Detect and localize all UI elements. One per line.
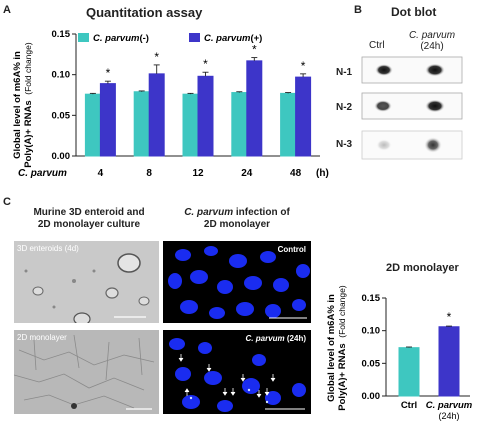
c-y-tick-label: 0.15 bbox=[362, 293, 381, 304]
bar-neg-8 bbox=[133, 91, 150, 157]
y-tick-label: 0.00 bbox=[52, 151, 71, 162]
c-bar-cparvum bbox=[438, 326, 460, 397]
panel-c-col1-title: Murine 3D enteroid and 2D monolayer cult… bbox=[33, 207, 145, 230]
legend-label-neg: C. parvum(-) bbox=[93, 33, 149, 44]
bar-neg-4 bbox=[84, 93, 101, 157]
img-control-label: Control bbox=[277, 245, 306, 254]
panel-c-col2-title: C. parvum infection of 2D monolayer bbox=[184, 207, 290, 230]
panel-b-title: Dot blot bbox=[391, 5, 437, 19]
dot-col-cparvum: C. parvum (24h) bbox=[408, 30, 456, 52]
c-x-cparvum-time: (24h) bbox=[438, 411, 459, 421]
dot-n2-cparvum bbox=[425, 99, 445, 113]
dot-n3-ctrl bbox=[376, 139, 392, 151]
x-tick-label-24: 24 bbox=[241, 168, 253, 179]
legend-swatch-pos bbox=[189, 33, 200, 42]
x-tick-label-12: 12 bbox=[192, 168, 204, 179]
ylabel-unit: (Fold change) bbox=[23, 42, 33, 95]
dot-n1-cparvum bbox=[425, 63, 445, 77]
x-tick-label-48: 48 bbox=[290, 168, 302, 179]
bar-pos-48 bbox=[295, 76, 312, 157]
c-x-cparvum: C. parvum bbox=[426, 400, 473, 411]
bar-pos-4 bbox=[99, 83, 116, 157]
x-tick-label-8: 8 bbox=[146, 168, 152, 179]
img-cparvum-label: C. parvum (24h) bbox=[245, 334, 306, 343]
c-ylabel-unit: (Fold change) bbox=[337, 285, 347, 338]
xrow-label: C. parvum bbox=[18, 168, 67, 179]
panel-letter-a: A bbox=[3, 4, 11, 16]
panel-a-axes: 0.000.050.100.154 8 12 24 48 bbox=[52, 29, 320, 179]
panel-a-chart: Global level of m6A% in Poly(A)+ RNAs (F… bbox=[12, 29, 329, 179]
panel-c-chart: Global level of m6A% in Poly(A)+ RNAs (F… bbox=[326, 285, 473, 421]
bar-neg-12 bbox=[182, 93, 199, 157]
svg-text:Poly(A)+ RNAs (Fold chan: Poly(A)+ RNAs (Fold change) bbox=[23, 42, 34, 168]
bar-neg-24 bbox=[231, 92, 248, 157]
dot-row-label-1: N-1 bbox=[336, 67, 353, 78]
dot-col-ctrl: Ctrl bbox=[369, 40, 385, 51]
significance-star: * bbox=[106, 66, 111, 80]
img-2d-label: 2D monolayer bbox=[17, 333, 67, 342]
membrane-n1 bbox=[361, 56, 463, 84]
y-tick-label: 0.10 bbox=[52, 70, 71, 81]
significance-star: * bbox=[154, 50, 159, 64]
img-3d-label: 3D enteroids (4d) bbox=[17, 244, 79, 253]
c-significance-star: * bbox=[447, 310, 452, 324]
significance-star: * bbox=[252, 43, 257, 57]
fluorescence-cparvum: C. parvum (24h) bbox=[163, 330, 311, 414]
ylabel-line1: Global level of m6A% in bbox=[12, 51, 23, 159]
micrograph-3d-enteroids: 3D enteroids (4d) bbox=[14, 241, 159, 323]
c-y-tick-label: 0.00 bbox=[362, 391, 381, 402]
micrograph-2d-monolayer: 2D monolayer bbox=[14, 330, 159, 414]
bar-pos-8 bbox=[148, 73, 165, 157]
significance-star: * bbox=[203, 57, 208, 71]
bar-pos-24 bbox=[246, 60, 263, 157]
dot-n1-ctrl bbox=[375, 64, 393, 76]
panel-letter-c: C bbox=[3, 196, 11, 208]
dot-row-label-2: N-2 bbox=[336, 102, 353, 113]
bar-pos-12 bbox=[197, 75, 214, 157]
fluorescence-control: Control bbox=[163, 241, 311, 323]
ylabel-line2: Poly(A)+ RNAs bbox=[23, 100, 34, 167]
dot-blot-membranes bbox=[361, 56, 463, 160]
c-bar-ctrl bbox=[398, 347, 420, 397]
c-x-ctrl: Ctrl bbox=[401, 400, 417, 411]
legend-label-pos: C. parvum(+) bbox=[204, 33, 262, 44]
c-ylabel-line2: Poly(A)+ RNAs bbox=[337, 343, 348, 410]
c-ylabel-line1: Global level of m6A% in bbox=[326, 294, 337, 402]
panel-a-title: Quantitation assay bbox=[86, 5, 203, 20]
membrane-n3 bbox=[361, 130, 463, 160]
y-tick-label: 0.05 bbox=[52, 110, 71, 121]
dot-n3-cparvum bbox=[424, 137, 442, 153]
panel-a-bars: * * * * * bbox=[84, 43, 312, 157]
panel-a-ylabel: Global level of m6A% in Poly(A)+ RNAs (F… bbox=[12, 42, 34, 168]
panel-letter-b: B bbox=[354, 4, 362, 16]
membrane-n2 bbox=[361, 92, 463, 120]
x-tick-label-4: 4 bbox=[98, 168, 104, 179]
bar-neg-48 bbox=[280, 92, 297, 157]
x-unit: (h) bbox=[316, 168, 329, 179]
c-y-tick-label: 0.10 bbox=[362, 326, 381, 337]
legend-swatch-neg bbox=[78, 33, 89, 42]
significance-star: * bbox=[301, 59, 306, 73]
svg-text:Poly(A)+ RNAs (Fold change: Poly(A)+ RNAs (Fold change) bbox=[337, 285, 348, 411]
y-tick-label: 0.15 bbox=[52, 29, 71, 40]
dot-n2-ctrl bbox=[374, 100, 392, 112]
panel-c-chart-title: 2D monolayer bbox=[386, 262, 459, 274]
dot-row-label-3: N-3 bbox=[336, 139, 353, 150]
panel-c-bars: * bbox=[398, 310, 460, 397]
c-y-tick-label: 0.05 bbox=[362, 358, 381, 369]
